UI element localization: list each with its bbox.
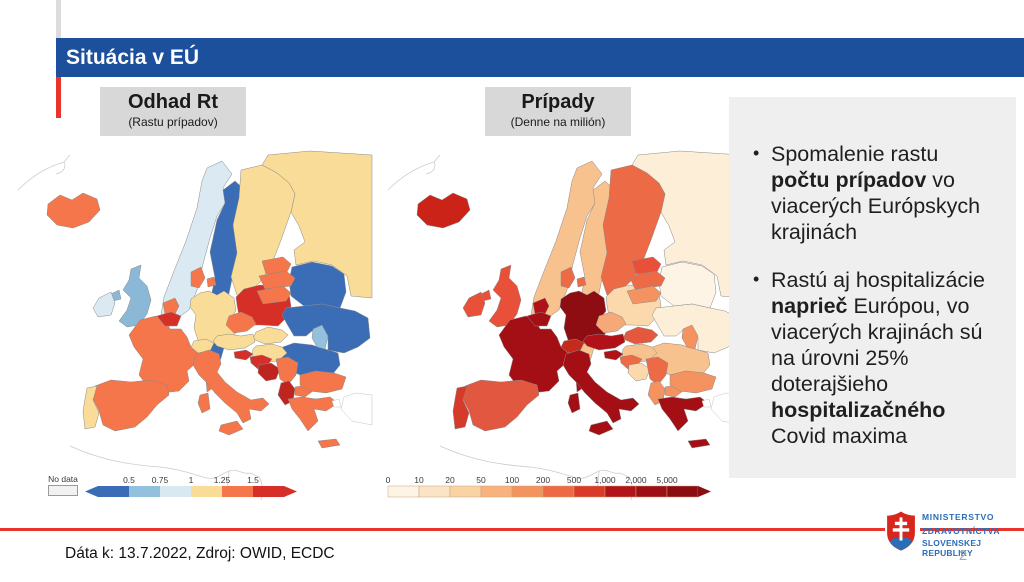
footer-divider-left: [0, 528, 885, 531]
map-subtitle-rt: (Rastu prípadov): [128, 115, 218, 129]
slide-title-bar: Situácia v EÚ: [56, 38, 1024, 77]
rt-color-scale: 0.5 0.75 1 1.25 1.5: [84, 474, 300, 505]
svg-text:1.5: 1.5: [247, 475, 259, 485]
svg-text:0.75: 0.75: [152, 475, 169, 485]
footer-divider-right: [920, 528, 1024, 531]
page-number: 2: [958, 547, 968, 564]
svg-text:100: 100: [505, 475, 519, 485]
slide-title: Situácia v EÚ: [66, 46, 200, 69]
map-subtitle-cases: (Denne na milión): [510, 115, 606, 129]
svg-text:500: 500: [567, 475, 581, 485]
key-points-panel: Spomalenie rastu počtu prípadov vo viace…: [729, 97, 1016, 478]
cases-color-scale: 0 10 20 50 100 200 500 1,000 2,000 5,000: [386, 474, 714, 505]
rt-choropleth-map: [10, 148, 375, 508]
svg-text:20: 20: [445, 475, 455, 485]
svg-text:1: 1: [189, 475, 194, 485]
ministry-name-line3: SLOVENSKEJ REPUBLIKY: [922, 538, 982, 558]
svg-text:1,000: 1,000: [594, 475, 616, 485]
map-title-cases: Prípady: [521, 91, 595, 113]
red-accent-bar: [56, 77, 61, 118]
ministry-name-line2: ZDRAVOTNÍCTVA: [922, 526, 1000, 536]
map-title-box-cases: Prípady (Denne na milión): [485, 87, 631, 136]
svg-text:0: 0: [386, 475, 391, 485]
svg-text:1.25: 1.25: [214, 475, 231, 485]
svg-text:10: 10: [414, 475, 424, 485]
no-data-label: No data: [48, 474, 78, 484]
bullet-item: Spomalenie rastu počtu prípadov vo viace…: [749, 140, 996, 245]
map-title-rt: Odhad Rt: [128, 91, 218, 113]
slovak-emblem-icon: [886, 511, 916, 556]
svg-text:50: 50: [476, 475, 486, 485]
no-data-legend: No data: [46, 474, 80, 496]
ministry-logo-text: MINISTERSTVO ZDRAVOTNÍCTVA SLOVENSKEJ RE…: [922, 512, 1024, 558]
ministry-name-line1: MINISTERSTVO: [922, 512, 995, 522]
source-text: Dáta k: 13.7.2022, Zdroj: OWID, ECDC: [65, 545, 335, 562]
no-data-swatch: [48, 485, 78, 496]
svg-text:5,000: 5,000: [656, 475, 678, 485]
map-title-box-rt: Odhad Rt (Rastu prípadov): [100, 87, 246, 136]
svg-text:2,000: 2,000: [625, 475, 647, 485]
bullet-list: Spomalenie rastu počtu prípadov vo viace…: [749, 140, 996, 449]
bullet-item: Rastú aj hospitalizácie naprieč Európou,…: [749, 266, 996, 449]
cases-choropleth-map: [380, 148, 745, 508]
svg-text:200: 200: [536, 475, 550, 485]
top-accent-bar: [56, 0, 61, 38]
svg-text:0.5: 0.5: [123, 475, 135, 485]
